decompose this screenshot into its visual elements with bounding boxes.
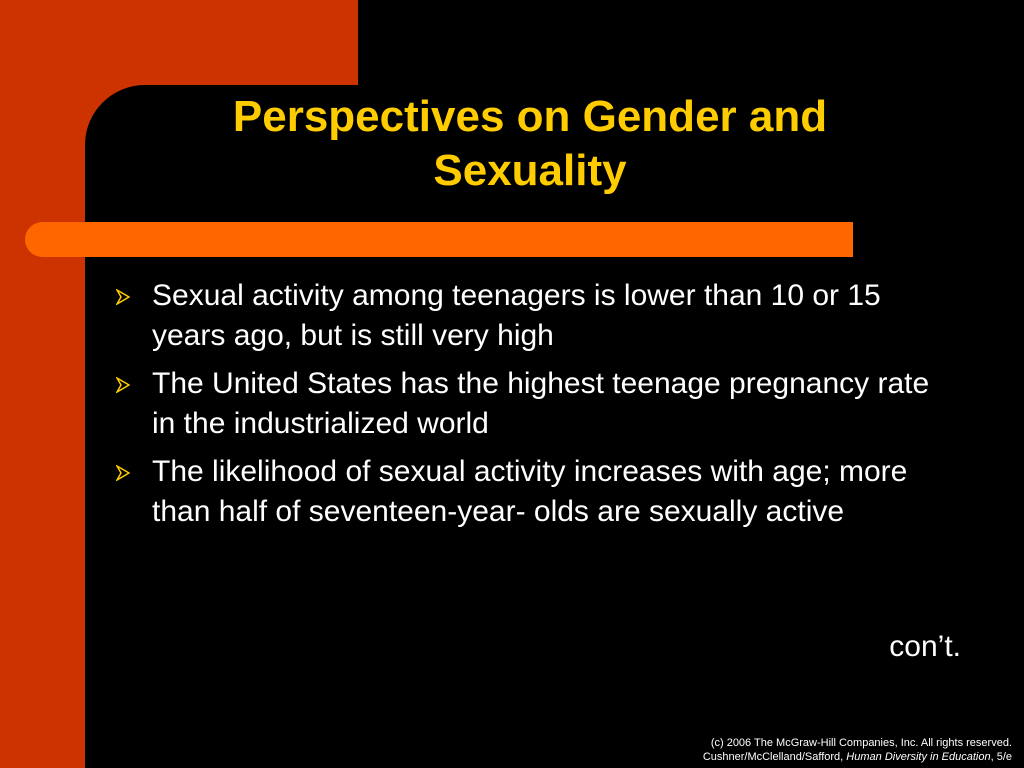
slide-title: Perspectives on Gender and Sexuality [232,92,828,195]
footer: (c) 2006 The McGraw-Hill Companies, Inc.… [703,736,1012,764]
bullet-text: The United States has the highest teenag… [152,367,930,440]
bullet-arrow [116,465,130,481]
bullet-item: The United States has the highest teenag… [110,364,960,444]
accent-bar [25,222,853,257]
continued-note: con’t. [889,630,961,663]
footer-text: Cushner/McClelland/Safford, [702,751,847,763]
bullet-item: Sexual activity among teenagers is lower… [110,276,960,356]
footer-line: (c) 2006 The McGraw-Hill Companies, Inc.… [710,737,1012,749]
background-panel [85,85,1024,768]
footer-line: Cushner/McClelland/Safford, Human Divers… [703,750,1012,764]
bullet-list: Sexual activity among teenagers is lower… [110,276,960,540]
footer-book: Human Diversity in Education [846,751,991,763]
footer-text: , 5/e [990,751,1012,763]
bullet-item: The likelihood of sexual activity increa… [110,452,960,532]
bullet-arrow [116,289,130,305]
bullet-text: Sexual activity among teenagers is lower… [152,279,881,352]
bullet-text: The likelihood of sexual activity increa… [152,455,908,528]
background-panel [358,0,1024,85]
bullet-arrow [116,377,130,393]
